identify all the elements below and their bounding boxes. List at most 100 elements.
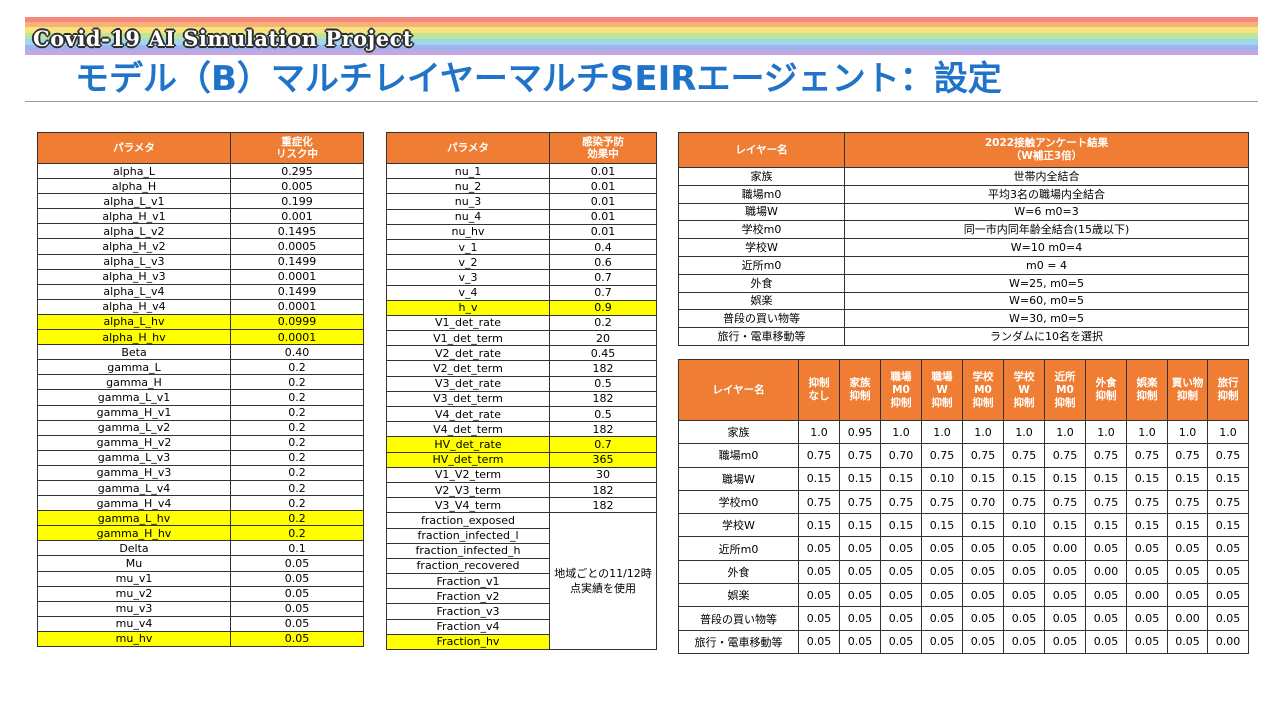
param-value-cell: 182	[549, 390, 657, 408]
table-row: alpha_L 0.295	[37, 162, 364, 180]
param-value-cell: 0.7	[549, 436, 657, 453]
param-value-cell: 0.2	[230, 495, 364, 512]
table-row: gamma_H_v4 0.2	[37, 495, 364, 512]
coefficient-cell: 0.75	[1044, 489, 1086, 515]
coefficient-cell: 0.05	[1085, 536, 1127, 561]
survey-result-cell: W=10 m0=4	[844, 238, 1249, 257]
layer-name-cell: 学校m0	[678, 220, 845, 240]
coefficient-cell: 1.0	[1085, 419, 1127, 445]
coefficient-cell: 0.00	[1044, 536, 1086, 561]
coefficient-cell: 0.15	[1167, 466, 1208, 491]
param-name-cell: nu_hv	[386, 223, 550, 240]
coefficient-cell: 0.15	[798, 466, 840, 491]
table-row: 外食 0.05 0.05 0.05 0.05 0.05 0.05 0.05 0.00 0.05 0.…	[678, 559, 1249, 585]
table-row: mu_v2 0.05	[37, 585, 364, 602]
param-value-cell: 0.2	[230, 479, 364, 497]
table-row: fraction_exposed 地域ごとの11/12時点実績を使用	[386, 512, 657, 650]
coefficient-cell: 0.05	[921, 583, 963, 608]
coefficient-cell: 0.05	[839, 536, 881, 561]
param-name-cell: Mu	[37, 555, 231, 572]
param-name-cell: V2_det_rate	[386, 345, 550, 362]
param-name-cell: V3_det_term	[386, 390, 550, 408]
layer-name-cell: 職場W	[678, 202, 845, 222]
table-row: V3_det_rate 0.5	[386, 375, 657, 392]
table-row: HV_det_rate 0.7	[386, 436, 657, 453]
survey-result-cell: 平均3名の職場内全結合	[844, 184, 1249, 204]
table-row: V2_det_rate 0.45	[386, 345, 657, 362]
coefficient-cell: 0.15	[1207, 513, 1249, 538]
param-name-cell: alpha_H_v2	[37, 238, 231, 255]
table-row: alpha_L_v2 0.1495	[37, 223, 364, 240]
column-header: 家族 抑制	[839, 359, 881, 421]
table-row: gamma_H 0.2	[37, 374, 364, 391]
table-row: 職場m0 平均3名の職場内全結合	[678, 184, 1249, 204]
coefficient-cell: 1.0	[1044, 419, 1086, 445]
table-row: gamma_H_v3 0.2	[37, 464, 364, 481]
param-name-cell: V4_det_term	[386, 421, 550, 438]
param-name-cell: gamma_L_v3	[37, 449, 231, 466]
coefficient-cell: 0.70	[962, 489, 1004, 515]
table-row: 旅行・電車移動等 0.05 0.05 0.05 0.05 0.05 0.05 0.05 0.05…	[678, 629, 1249, 654]
coefficient-cell: 0.15	[962, 513, 1004, 538]
coefficient-cell: 0.75	[1126, 489, 1168, 515]
table-row: V1_det_term 20	[386, 330, 657, 347]
table-row: 家族 世帯内全結合	[678, 167, 1249, 186]
param-value-cell: 182	[549, 497, 657, 514]
param-name-cell: V2_V3_term	[386, 481, 550, 499]
param-value-cell: 0.0999	[230, 313, 364, 331]
coefficient-cell: 0.15	[1126, 513, 1168, 538]
table-row: alpha_L_v3 0.1499	[37, 253, 364, 270]
param-name-cell: gamma_H_v4	[37, 495, 231, 512]
param-value-cell: 182	[549, 421, 657, 438]
table-row: 娯楽 0.05 0.05 0.05 0.05 0.05 0.05 0.05 0.05 0.00 0.…	[678, 583, 1249, 608]
param-name-cell: V1_det_rate	[386, 314, 550, 332]
coefficient-cell: 0.05	[1207, 606, 1249, 631]
rainbow-banner	[25, 17, 1258, 55]
survey-result-cell: m0 = 4	[844, 255, 1249, 275]
coefficient-cell: 0.05	[839, 629, 881, 654]
coefficient-cell: 1.0	[1167, 419, 1208, 445]
table-row: V1_V2_term 30	[386, 466, 657, 483]
coefficient-cell: 0.00	[1126, 583, 1168, 608]
param-name-cell: V1_V2_term	[386, 466, 550, 483]
column-header: レイヤー名	[678, 359, 799, 421]
param-name-cell: HV_det_rate	[386, 436, 550, 453]
coefficient-cell: 0.00	[1085, 559, 1127, 585]
coefficient-cell: 1.0	[1126, 419, 1168, 445]
coefficient-cell: 0.05	[880, 629, 922, 654]
coefficient-cell: 0.75	[1003, 489, 1045, 515]
table-row: Beta 0.40	[37, 344, 364, 361]
coefficient-cell: 0.75	[1003, 443, 1045, 468]
coefficient-cell: 0.75	[1167, 489, 1208, 515]
table-row: nu_hv 0.01	[386, 223, 657, 240]
coefficient-cell: 0.05	[962, 559, 1004, 585]
coefficient-cell: 0.05	[962, 606, 1004, 631]
coefficient-cell: 0.05	[1044, 606, 1086, 631]
coefficient-cell: 0.70	[880, 443, 922, 468]
survey-result-cell: W=25, m0=5	[844, 273, 1249, 293]
param-name-cell: HV_det_term	[386, 451, 550, 468]
coefficient-cell: 0.05	[1167, 629, 1208, 654]
param-value-cell: 0.0001	[230, 268, 364, 285]
param-name-cell: fraction_exposed	[386, 512, 550, 529]
coefficient-cell: 0.05	[798, 583, 840, 608]
table-row: alpha_L_v4 0.1499	[37, 283, 364, 300]
coefficient-cell: 0.75	[1207, 489, 1249, 515]
param-value-cell: 30	[549, 466, 657, 483]
table-row: v_3 0.7	[386, 269, 657, 286]
layer-name-cell: 近所m0	[678, 536, 799, 561]
table-row: Fraction_hv	[386, 633, 657, 651]
coefficient-cell: 0.15	[921, 513, 963, 538]
coefficient-cell: 0.15	[962, 466, 1004, 491]
column-header: レイヤー名	[678, 132, 845, 168]
coefficient-cell: 0.15	[1044, 466, 1086, 491]
param-value-cell: 0.2	[230, 434, 364, 451]
infection-param-table: パラメタ 感染予防 効果中 nu_1 0.01 nu_2 0.01 nu_3 0.01 nu_…	[386, 132, 657, 651]
layer-suppression-table: レイヤー名 抑制 なし 家族 抑制 職場 M0 抑制 職場 W 抑制 学校 M0 抑制 学校…	[678, 359, 1249, 654]
param-value-cell: 0.5	[549, 405, 657, 423]
param-name-cell: V1_det_term	[386, 330, 550, 347]
coefficient-cell: 0.05	[839, 606, 881, 631]
coefficient-cell: 0.05	[921, 606, 963, 631]
param-name-cell: V3_V4_term	[386, 497, 550, 514]
table-row: gamma_L_v4 0.2	[37, 479, 364, 497]
